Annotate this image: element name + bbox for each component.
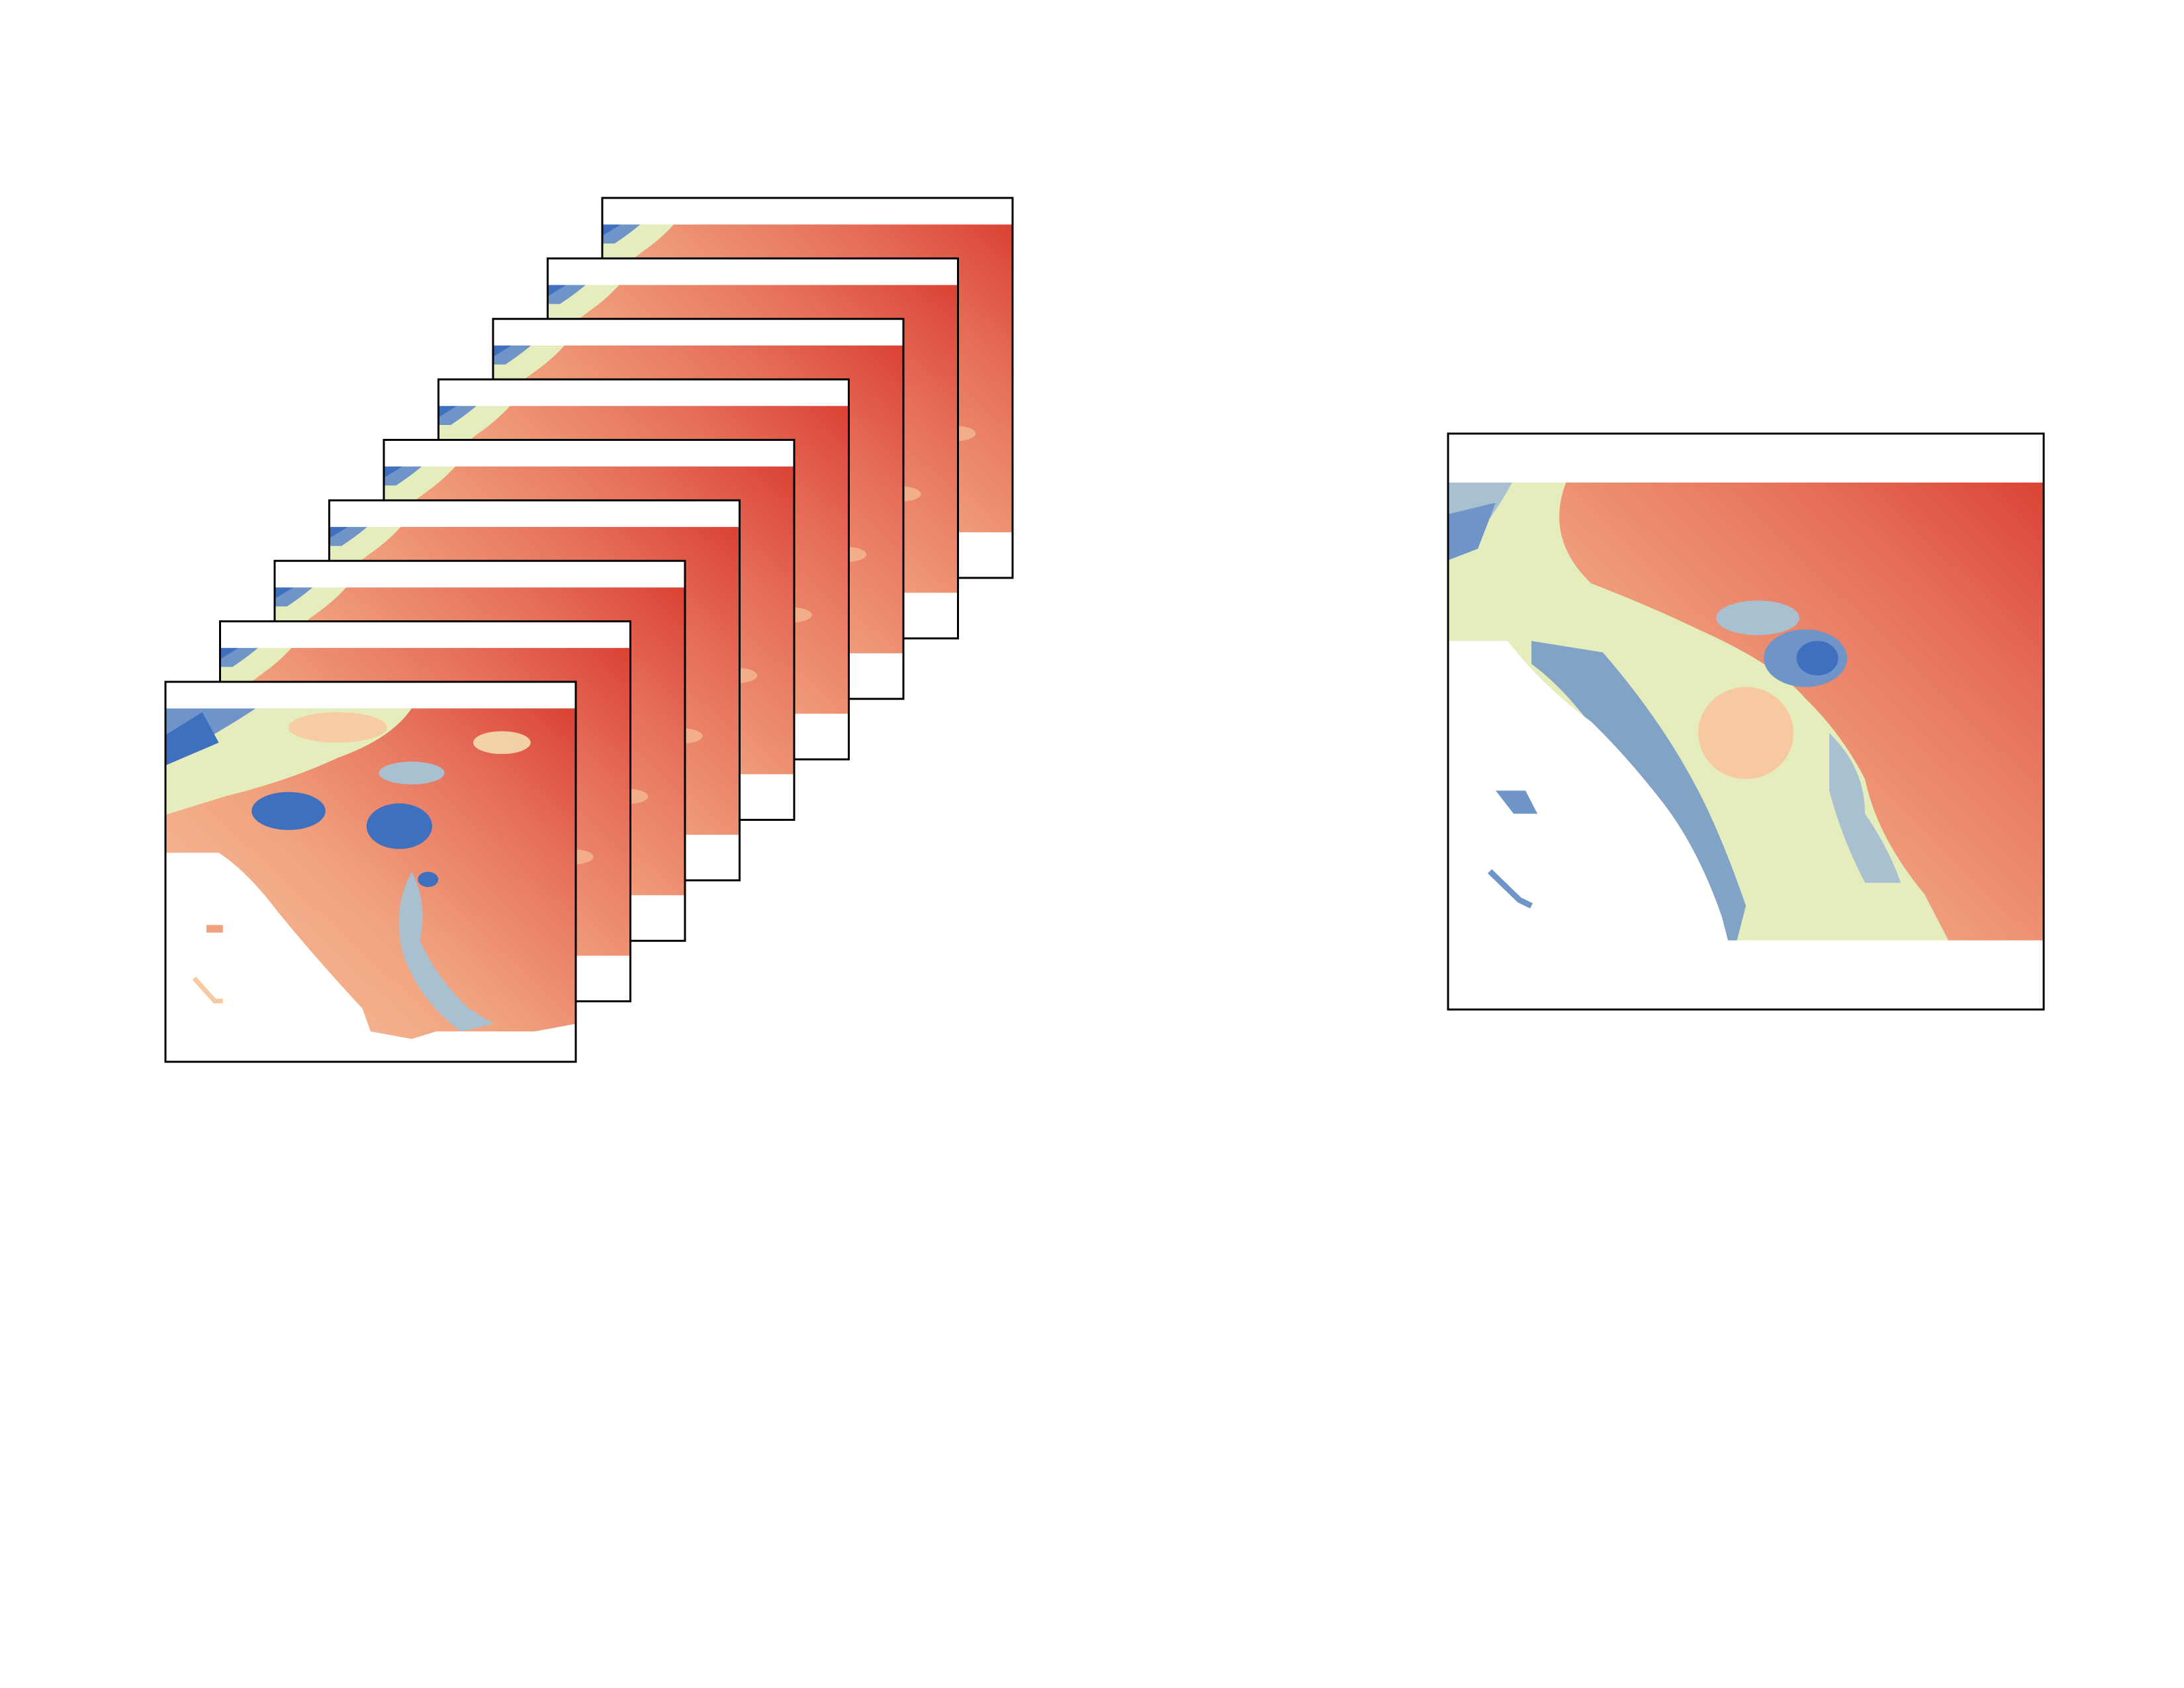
heatmap-raster <box>1448 434 2044 1009</box>
stack-frame-front <box>165 682 576 1062</box>
heatmap-raster <box>165 682 576 1062</box>
frame-border <box>1447 432 2045 1011</box>
raster-stack <box>165 197 1014 1062</box>
frame-border <box>164 680 577 1063</box>
single-frame <box>1448 434 2044 1009</box>
single-raster-frame <box>1448 434 2044 1009</box>
